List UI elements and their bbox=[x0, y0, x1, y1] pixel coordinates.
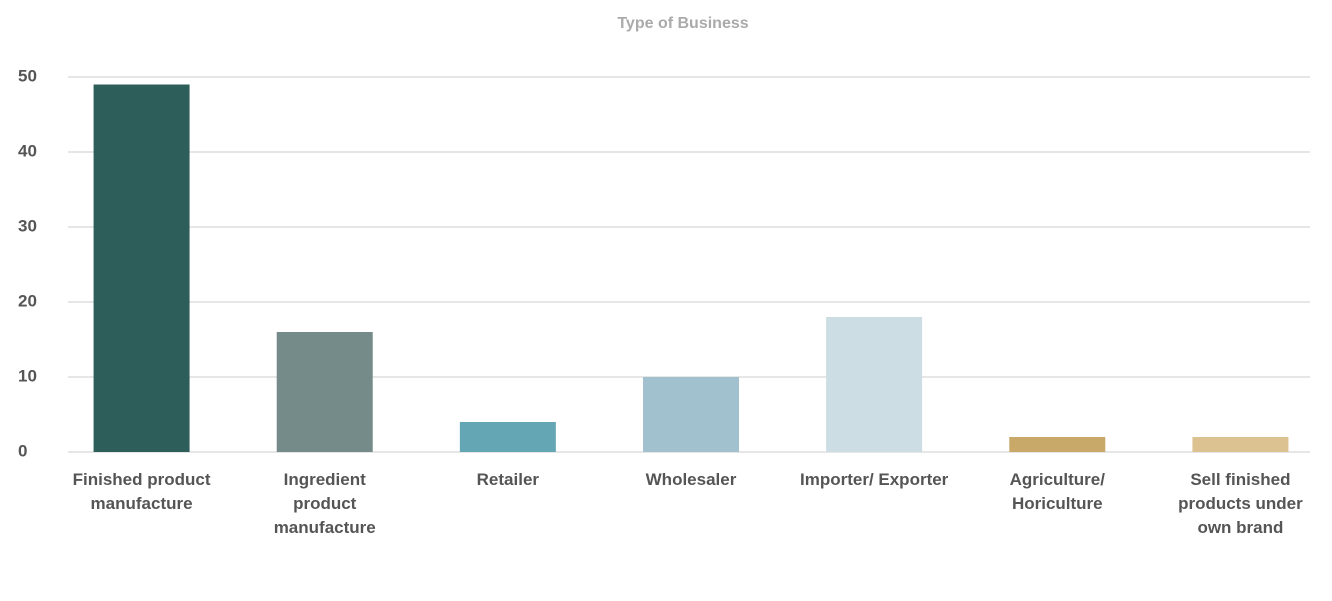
bar bbox=[1009, 437, 1106, 452]
y-tick-label: 10 bbox=[18, 366, 37, 385]
y-tick-label: 0 bbox=[18, 441, 27, 460]
x-tick-label: Finished product manufacture bbox=[72, 470, 211, 513]
y-tick-label: 40 bbox=[18, 141, 37, 160]
bar bbox=[93, 84, 190, 452]
chart-title: Type of Business bbox=[617, 15, 748, 32]
bar bbox=[1192, 437, 1289, 452]
y-tick-label: 30 bbox=[18, 216, 37, 235]
bar bbox=[826, 317, 923, 452]
x-tick-label: Importer/ Exporter bbox=[799, 470, 949, 489]
bar bbox=[276, 332, 373, 452]
bar bbox=[459, 422, 556, 452]
x-tick-label: Retailer bbox=[476, 470, 540, 489]
x-tick-label: Sell finished products under own brand bbox=[1178, 470, 1303, 537]
y-tick-label: 20 bbox=[18, 291, 37, 310]
bar bbox=[643, 377, 739, 452]
x-tick-label: Ingredient product manufacture bbox=[273, 470, 376, 537]
x-tick-label: Wholesaler bbox=[645, 470, 737, 489]
x-tick-label: Agriculture/ Horiculture bbox=[1009, 470, 1105, 513]
y-tick-label: 50 bbox=[18, 66, 37, 85]
